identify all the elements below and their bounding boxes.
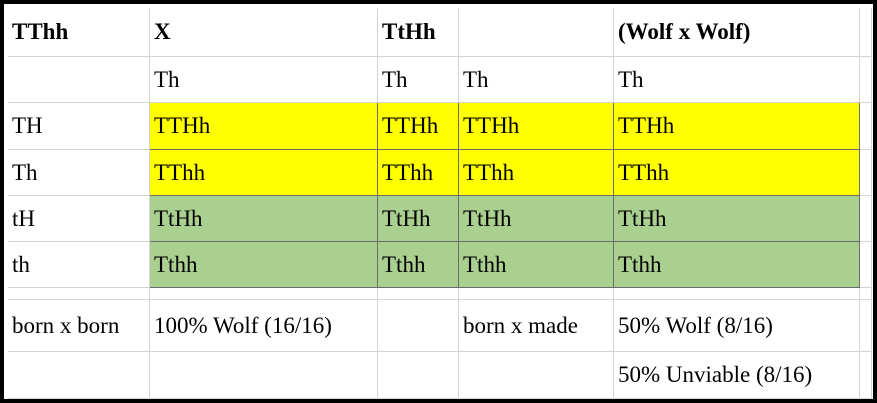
spacer-cell <box>150 288 378 300</box>
spacer-cell <box>614 288 860 300</box>
cell-text: TTHh <box>382 113 439 138</box>
empty-cell <box>459 8 614 57</box>
cell-text: TTHh <box>463 113 520 138</box>
cell: TtHh <box>378 196 459 242</box>
cell: TtHh <box>378 8 459 57</box>
cell-text: Tthh <box>154 251 198 277</box>
empty-cell <box>860 352 872 399</box>
cell-text: TThh <box>463 159 515 185</box>
cell-text: TThh <box>154 159 206 185</box>
empty-cell <box>860 242 872 288</box>
empty-cell <box>8 57 150 103</box>
cell: born x born <box>8 300 150 352</box>
empty-cell <box>860 103 872 150</box>
cell: TTHh <box>378 103 459 150</box>
cell-text: Th <box>618 66 644 92</box>
empty-cell <box>150 352 378 399</box>
cell-text: Tthh <box>382 251 426 277</box>
cell: X <box>150 8 378 57</box>
cell: TTHh <box>150 103 378 150</box>
spacer-cell <box>378 288 459 300</box>
cell-text: th <box>12 251 30 277</box>
cell: TtHh <box>150 196 378 242</box>
cell: TThh <box>614 150 860 196</box>
cell: TThh <box>459 150 614 196</box>
cell: TTHh <box>459 103 614 150</box>
spacer-cell <box>860 288 872 300</box>
cell-text: Tthh <box>463 251 507 277</box>
cell: tH <box>8 196 150 242</box>
cell-text: Th <box>463 66 489 92</box>
cell-text: 50% Wolf (8/16) <box>618 312 773 338</box>
empty-cell <box>860 300 872 352</box>
cell: Tthh <box>459 242 614 288</box>
cell: 100% Wolf (16/16) <box>150 300 378 352</box>
empty-cell <box>459 352 614 399</box>
cell: TTHh <box>614 103 860 150</box>
cell-text: TThh <box>618 159 670 185</box>
spacer-cell <box>8 288 150 300</box>
cell: TThh <box>150 150 378 196</box>
cell: born x made <box>459 300 614 352</box>
cell: Th <box>378 57 459 103</box>
cell: TtHh <box>614 196 860 242</box>
cell-text: TtHh <box>382 205 431 231</box>
cell: 50% Unviable (8/16) <box>614 352 860 399</box>
cell-text: TtHh <box>382 19 436 44</box>
cell-text: tH <box>12 205 35 231</box>
cell-text: Tthh <box>618 251 662 277</box>
cell-text: (Wolf x Wolf) <box>618 19 751 44</box>
cell-text: TTHh <box>154 113 211 138</box>
cell: TThh <box>8 8 150 57</box>
spacer-cell <box>459 288 614 300</box>
cell-text: born x born <box>12 312 120 338</box>
empty-cell <box>8 352 150 399</box>
cell-text: TThh <box>12 19 69 44</box>
cell-text: Th <box>12 159 38 185</box>
cell-text: Th <box>382 66 408 92</box>
cell: 50% Wolf (8/16) <box>614 300 860 352</box>
cell: th <box>8 242 150 288</box>
empty-cell <box>860 196 872 242</box>
empty-cell <box>860 8 872 57</box>
cell: Tthh <box>378 242 459 288</box>
cell-text: X <box>154 19 171 44</box>
empty-cell <box>860 57 872 103</box>
empty-cell <box>860 150 872 196</box>
cell-text: TtHh <box>463 205 512 231</box>
cell-text: 50% Unviable (8/16) <box>618 362 813 387</box>
cell-text: TtHh <box>618 205 667 231</box>
empty-cell <box>378 300 459 352</box>
cell-text: born x made <box>463 312 578 338</box>
cell-text: TtHh <box>154 205 203 231</box>
cell-text: 100% Wolf (16/16) <box>154 312 332 338</box>
cell: (Wolf x Wolf) <box>614 8 860 57</box>
cell: Th <box>614 57 860 103</box>
empty-cell <box>378 352 459 399</box>
cell: Th <box>150 57 378 103</box>
cell-text: TThh <box>382 159 434 185</box>
cell: TH <box>8 103 150 150</box>
cell: Th <box>459 57 614 103</box>
cell-text: TH <box>12 113 43 138</box>
cell-text: Th <box>154 66 180 92</box>
cell: Th <box>8 150 150 196</box>
cell: Tthh <box>150 242 378 288</box>
cell: TThh <box>378 150 459 196</box>
cell: Tthh <box>614 242 860 288</box>
cell-text: TTHh <box>618 113 675 138</box>
cell: TtHh <box>459 196 614 242</box>
